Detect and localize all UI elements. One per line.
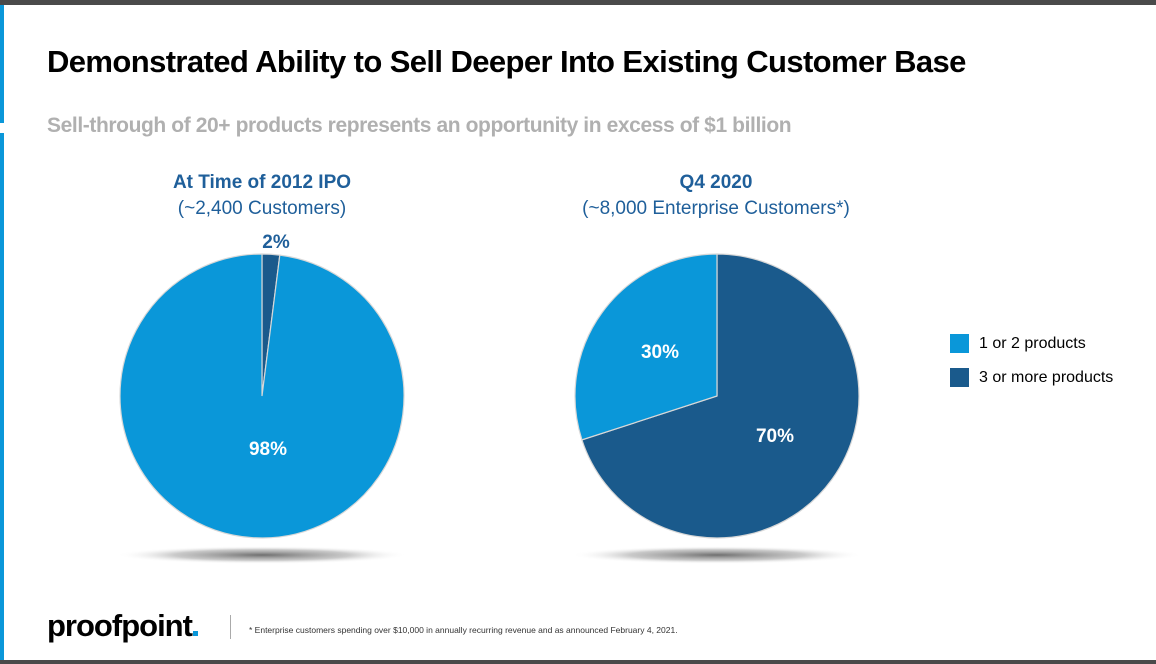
data-label-ipo-3-or-more: 2% <box>262 232 290 253</box>
data-label-ipo-1-or-2: 98% <box>249 439 287 460</box>
data-label-q4-1-or-2: 30% <box>641 342 679 363</box>
bottom-border <box>0 660 1156 664</box>
pie-slice-q4-1-or-2 <box>574 253 718 441</box>
chart-title-ipo: At Time of 2012 IPO <box>172 172 352 193</box>
legend-label: 3 or more products <box>979 369 1114 386</box>
logo-dot-icon <box>192 631 198 636</box>
chart-title-q4: Q4 2020 <box>679 172 753 193</box>
logo-text: proofpoint <box>47 608 193 643</box>
legend: 1 or 2 products 3 or more products <box>950 334 1113 402</box>
left-accent-bar <box>0 5 4 123</box>
chart-subtitle-q4: (~8,000 Enterprise Customers*) <box>582 198 850 219</box>
top-border <box>0 0 1156 5</box>
pie-slice-q4-3-or-more <box>581 253 860 539</box>
legend-item-1-or-2: 1 or 2 products <box>950 334 1113 368</box>
chart-heading-q4: Q4 2020 (~8,000 Enterprise Customers*) <box>516 170 916 222</box>
footer-divider <box>230 615 231 639</box>
pie-shadow-q4 <box>571 546 863 564</box>
pie-slice-ipo-1-or-2 <box>119 253 405 539</box>
footnote: * Enterprise customers spending over $10… <box>249 625 678 635</box>
page-title: Demonstrated Ability to Sell Deeper Into… <box>47 44 966 79</box>
legend-swatch-dark-blue <box>950 368 969 387</box>
proofpoint-logo: proofpoint <box>47 608 198 644</box>
legend-swatch-light-blue <box>950 334 969 353</box>
data-label-q4-3-or-more: 70% <box>756 426 794 447</box>
chart-subtitle-ipo: (~2,400 Customers) <box>177 198 347 219</box>
chart-heading-ipo: At Time of 2012 IPO (~2,400 Customers) <box>112 170 412 222</box>
pie-shadow-ipo <box>116 546 408 564</box>
legend-label: 1 or 2 products <box>979 335 1086 352</box>
left-accent-bar-lower <box>0 133 4 660</box>
legend-item-3-or-more: 3 or more products <box>950 368 1113 402</box>
page-subtitle: Sell-through of 20+ products represents … <box>47 114 792 137</box>
